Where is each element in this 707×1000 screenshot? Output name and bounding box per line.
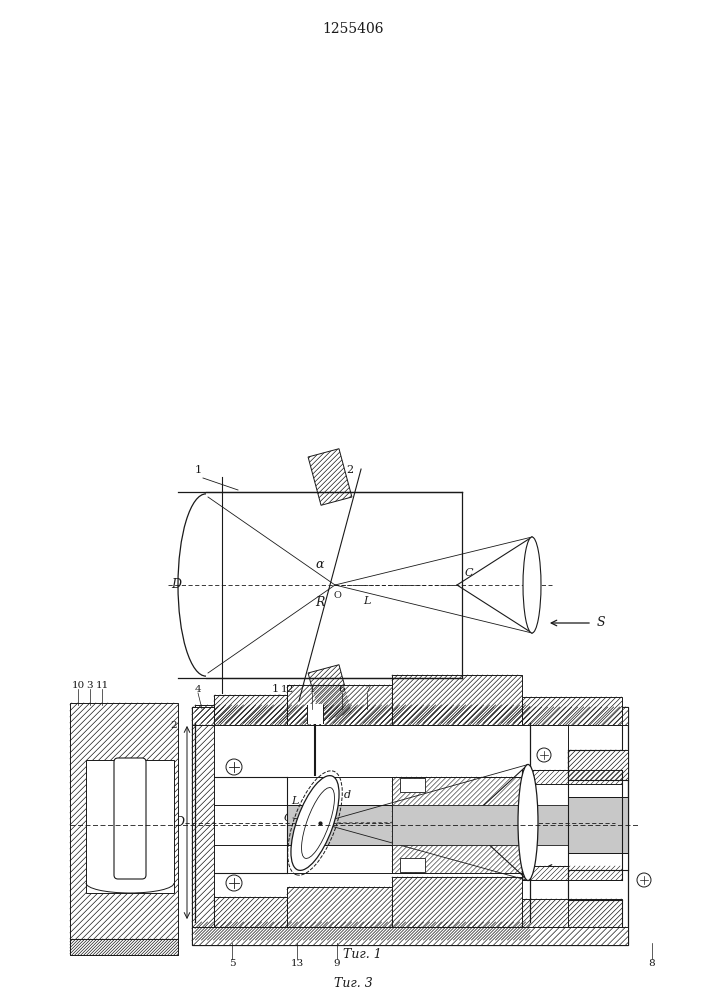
Text: 7: 7 xyxy=(363,684,370,694)
Text: D: D xyxy=(171,578,181,591)
Bar xyxy=(568,805,622,845)
Bar xyxy=(392,777,522,873)
Bar xyxy=(392,675,522,725)
Polygon shape xyxy=(308,665,352,721)
Circle shape xyxy=(226,759,242,775)
Bar xyxy=(86,760,174,893)
Text: 1255406: 1255406 xyxy=(322,22,384,36)
Text: α: α xyxy=(486,788,494,801)
Bar xyxy=(392,877,522,927)
Text: d: d xyxy=(344,790,351,800)
Text: O: O xyxy=(308,826,316,834)
Bar xyxy=(522,805,622,845)
Bar xyxy=(287,805,392,845)
Bar xyxy=(307,704,323,724)
Text: 11: 11 xyxy=(95,680,109,690)
Text: 9: 9 xyxy=(334,958,340,968)
FancyBboxPatch shape xyxy=(114,758,146,879)
Bar xyxy=(195,922,530,940)
Text: 6: 6 xyxy=(339,684,345,694)
Bar xyxy=(568,725,622,750)
Ellipse shape xyxy=(518,764,538,880)
Circle shape xyxy=(537,748,551,762)
Text: 2: 2 xyxy=(346,465,354,475)
Bar xyxy=(192,927,628,945)
Ellipse shape xyxy=(523,537,541,633)
Text: 2: 2 xyxy=(170,720,177,730)
Text: 5: 5 xyxy=(228,958,235,968)
Text: L: L xyxy=(363,596,370,606)
Bar xyxy=(400,858,425,872)
Bar xyxy=(192,707,628,945)
Bar xyxy=(192,725,214,927)
Bar xyxy=(568,750,628,780)
Text: Τиг. 2: Τиг. 2 xyxy=(321,713,359,726)
Text: 3: 3 xyxy=(87,680,93,690)
Text: Τиг. 3: Τиг. 3 xyxy=(334,977,373,990)
Circle shape xyxy=(637,873,651,887)
Circle shape xyxy=(226,875,242,891)
Text: O: O xyxy=(333,590,341,599)
Text: 2: 2 xyxy=(323,684,331,694)
Bar xyxy=(522,770,622,784)
Text: S: S xyxy=(597,616,606,630)
Text: 4: 4 xyxy=(194,684,201,694)
Text: Τиг. 1: Τиг. 1 xyxy=(343,948,381,961)
Text: D: D xyxy=(174,816,184,829)
Bar xyxy=(522,866,622,880)
Bar xyxy=(214,897,287,927)
Text: S: S xyxy=(600,861,609,874)
Bar xyxy=(568,840,628,870)
Ellipse shape xyxy=(291,776,339,870)
Bar xyxy=(522,697,622,725)
Text: 1: 1 xyxy=(309,684,315,694)
Text: 10: 10 xyxy=(71,680,85,690)
Text: α: α xyxy=(316,558,325,572)
Bar xyxy=(522,899,622,927)
Bar xyxy=(568,900,622,927)
Text: 1: 1 xyxy=(271,684,279,694)
Bar xyxy=(287,685,392,725)
Bar xyxy=(400,778,425,792)
Bar xyxy=(392,805,522,845)
Bar xyxy=(287,887,392,927)
Bar xyxy=(214,695,287,725)
Text: R: R xyxy=(315,596,325,609)
Text: C: C xyxy=(464,568,473,578)
Text: L: L xyxy=(291,796,298,806)
Bar xyxy=(568,797,628,853)
Bar xyxy=(192,707,628,725)
Bar xyxy=(70,703,178,955)
Bar xyxy=(70,939,178,955)
Text: 8: 8 xyxy=(649,958,655,968)
Text: 1: 1 xyxy=(194,465,201,475)
Bar xyxy=(195,705,530,723)
Text: 12: 12 xyxy=(281,684,293,694)
Polygon shape xyxy=(308,449,352,505)
Text: C: C xyxy=(284,813,292,823)
Text: 13: 13 xyxy=(291,958,303,968)
